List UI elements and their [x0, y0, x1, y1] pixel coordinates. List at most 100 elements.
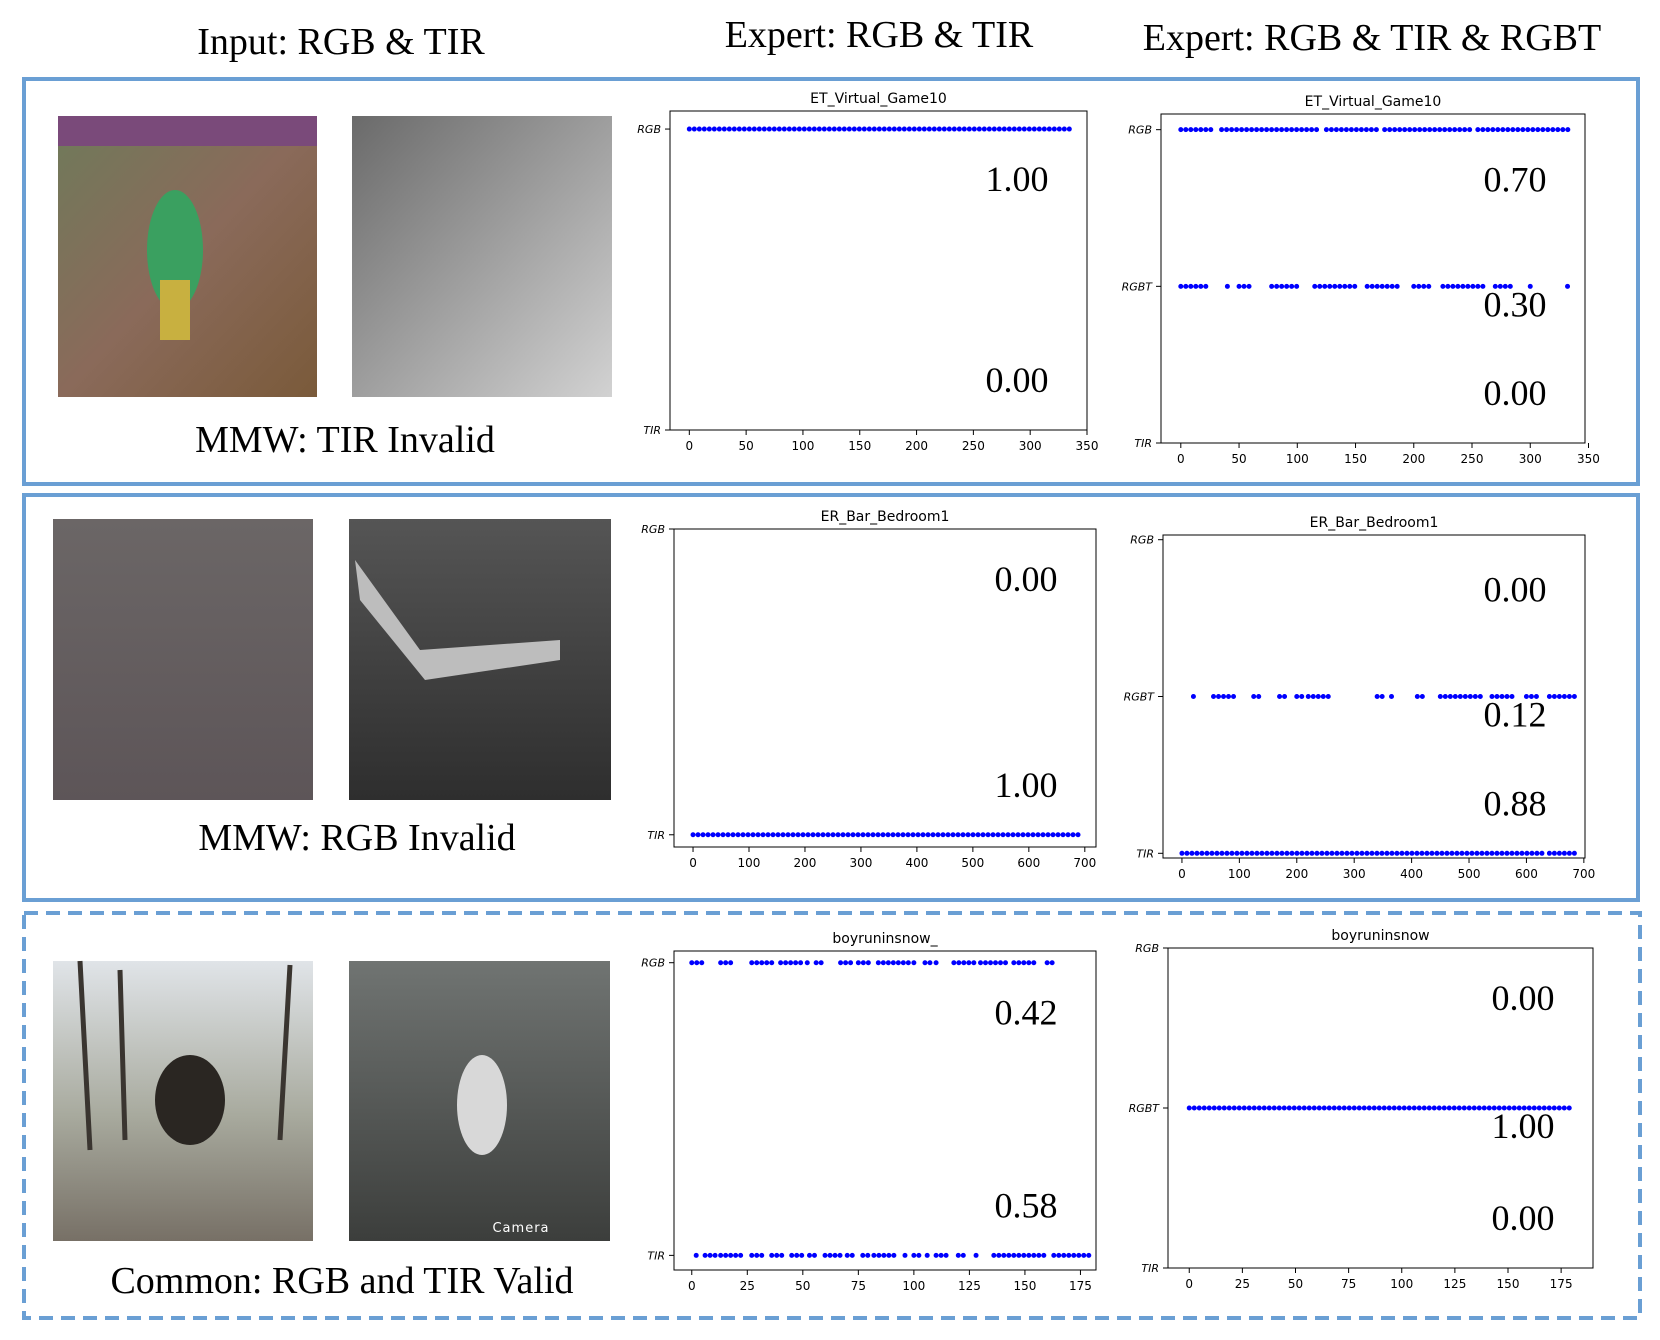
chart-title: boyruninsnow: [1331, 928, 1429, 944]
ratio-annotation: 0.00: [1484, 570, 1547, 610]
y-tick-label: RGB: [1135, 942, 1159, 955]
ratio-annotation: 0.42: [995, 993, 1058, 1033]
panel-caption: MMW: TIR Invalid: [195, 419, 495, 461]
column-header: Input: RGB & TIR: [197, 21, 485, 63]
panel-caption: Common: RGB and TIR Valid: [110, 1260, 573, 1302]
x-tick-label: 100: [738, 856, 761, 870]
x-tick-label: 200: [1402, 452, 1425, 466]
x-tick-label: 100: [1228, 867, 1251, 881]
x-tick-label: 175: [1550, 1277, 1573, 1291]
x-tick-label: 100: [1390, 1277, 1413, 1291]
plot-frame: [1160, 113, 1586, 444]
x-tick-label: 175: [1069, 1279, 1092, 1293]
y-tick-label: TIR: [1141, 1262, 1159, 1275]
panel-caption: MMW: RGB Invalid: [198, 817, 515, 859]
image-label: Camera: [492, 1221, 549, 1236]
x-tick-label: 200: [1285, 867, 1308, 881]
y-tick-label: TIR: [1134, 437, 1152, 450]
ratio-annotation: 1.00: [1492, 1106, 1555, 1146]
x-tick-label: 400: [1400, 867, 1423, 881]
x-tick-label: 0: [1178, 867, 1186, 881]
x-tick-label: 200: [905, 439, 928, 453]
y-tick-label: TIR: [647, 1249, 665, 1262]
x-tick-label: 125: [958, 1279, 981, 1293]
ratio-annotation: 0.12: [1484, 695, 1547, 735]
x-tick-label: 300: [1343, 867, 1366, 881]
y-tick-label: TIR: [647, 829, 665, 842]
panel-frame: [22, 911, 1642, 1320]
panel-frame: [22, 77, 1640, 486]
chart-title: boyruninsnow_: [832, 931, 938, 947]
ratio-annotation: 1.00: [995, 765, 1058, 805]
y-tick-label: RGB: [641, 957, 665, 970]
column-header: Expert: RGB & TIR & RGBT: [1143, 17, 1601, 59]
ratio-annotation: 0.70: [1484, 160, 1547, 200]
x-tick-label: 200: [794, 856, 817, 870]
x-tick-label: 700: [1572, 867, 1595, 881]
y-tick-label: RGB: [637, 123, 661, 136]
x-tick-label: 300: [1019, 439, 1042, 453]
x-tick-label: 50: [795, 1279, 810, 1293]
x-tick-label: 25: [1235, 1277, 1250, 1291]
x-tick-label: 250: [1461, 452, 1484, 466]
ratio-annotation: 0.58: [995, 1185, 1058, 1225]
x-tick-label: 300: [1519, 452, 1542, 466]
x-tick-label: 500: [961, 856, 984, 870]
chart-title: ER_Bar_Bedroom1: [1310, 515, 1439, 531]
y-tick-label: RGB: [641, 523, 665, 536]
ratio-annotation: 0.00: [1492, 1198, 1555, 1238]
x-tick-label: 500: [1458, 867, 1481, 881]
x-tick-label: 150: [848, 439, 871, 453]
x-tick-label: 25: [740, 1279, 755, 1293]
x-tick-label: 250: [962, 439, 985, 453]
ratio-annotation: 1.00: [986, 159, 1049, 199]
ratio-annotation: 0.00: [1492, 978, 1555, 1018]
x-tick-label: 75: [851, 1279, 866, 1293]
x-tick-label: 100: [1286, 452, 1309, 466]
ratio-annotation: 0.88: [1484, 783, 1547, 823]
x-tick-label: 600: [1017, 856, 1040, 870]
tir-image: [352, 116, 612, 397]
x-tick-label: 150: [1013, 1279, 1036, 1293]
x-tick-label: 100: [902, 1279, 925, 1293]
x-tick-label: 50: [1231, 452, 1246, 466]
x-tick-label: 0: [1177, 452, 1185, 466]
tir-image: [349, 519, 611, 800]
x-tick-label: 400: [905, 856, 928, 870]
plot-frame: [673, 528, 1097, 848]
ratio-annotation: 0.30: [1484, 284, 1547, 324]
x-tick-label: 0: [1185, 1277, 1193, 1291]
x-tick-label: 0: [685, 439, 693, 453]
panel-frame: [22, 493, 1640, 902]
rgb-image: [53, 519, 313, 800]
chart-title: ET_Virtual_Game10: [1305, 94, 1442, 110]
x-tick-label: 350: [1577, 452, 1600, 466]
ratio-annotation: 0.00: [986, 360, 1049, 400]
y-tick-label: RGB: [1128, 124, 1152, 137]
x-tick-label: 300: [849, 856, 872, 870]
x-tick-label: 0: [688, 1279, 696, 1293]
x-tick-label: 600: [1515, 867, 1538, 881]
x-tick-label: 0: [689, 856, 697, 870]
x-tick-label: 75: [1341, 1277, 1356, 1291]
x-tick-label: 150: [1497, 1277, 1520, 1291]
column-header: Expert: RGB & TIR: [725, 14, 1034, 56]
y-tick-label: RGBT: [1122, 280, 1154, 293]
x-tick-label: 50: [738, 439, 753, 453]
ratio-annotation: 0.00: [995, 559, 1058, 599]
x-tick-label: 350: [1076, 439, 1099, 453]
rgb-image: [58, 116, 317, 397]
y-tick-label: TIR: [643, 424, 661, 437]
chart-title: ET_Virtual_Game10: [810, 91, 947, 107]
x-tick-label: 700: [1073, 856, 1096, 870]
plot-frame: [669, 110, 1088, 431]
x-tick-label: 100: [791, 439, 814, 453]
x-tick-label: 150: [1344, 452, 1367, 466]
x-tick-label: 50: [1288, 1277, 1303, 1291]
ratio-annotation: 0.00: [1484, 373, 1547, 413]
chart-title: ER_Bar_Bedroom1: [821, 509, 950, 525]
y-tick-label: TIR: [1136, 847, 1154, 860]
y-tick-label: RGBT: [1124, 691, 1156, 704]
rgb-image: [53, 960, 313, 1241]
